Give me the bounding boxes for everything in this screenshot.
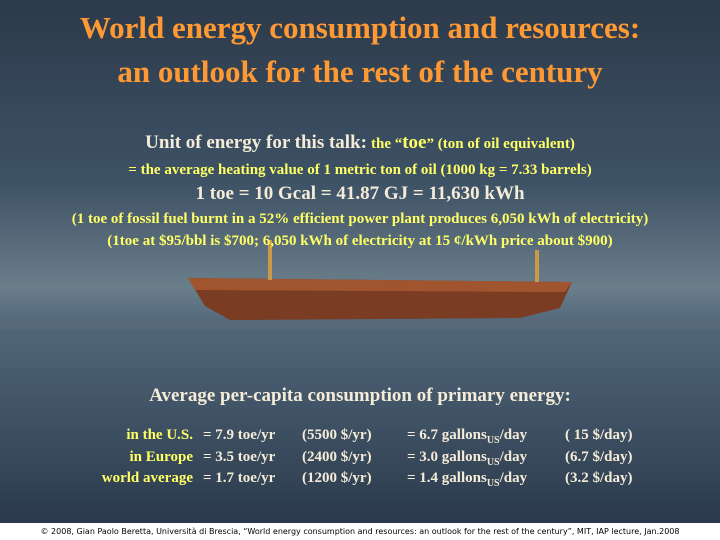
- cost-per-year: (1200 $/yr): [302, 470, 372, 486]
- toe-pre: the “: [370, 136, 403, 152]
- gallons-per-day: = 3.0 gallonsUS/day: [407, 449, 527, 468]
- cost-per-day: (3.2 $/day): [565, 470, 633, 486]
- toe-per-year: = 7.9 toe/yr: [203, 427, 276, 443]
- region: in Europe: [129, 448, 194, 465]
- note: (1 toe of fossil fuel burnt in a 52% eff…: [71, 211, 649, 227]
- toe-word: toe: [402, 132, 427, 153]
- cost-per-day: ( 15 $/day): [565, 427, 633, 443]
- per-day: /day: [499, 470, 528, 486]
- gallons-per-day: = 1.4 gallonsUS/day: [407, 470, 527, 489]
- note: (1toe at $95/bbl is $700; 6,050 kWh of e…: [107, 233, 613, 249]
- cost-per-day: (6.7 $/day): [565, 448, 633, 465]
- unit-sub: US: [486, 456, 500, 468]
- cost-per-year: (2400 $/yr): [302, 448, 372, 465]
- definition: = the average heating value of 1 metric …: [128, 162, 592, 178]
- footer: © 2008, Gian Paolo Beretta, Università d…: [0, 523, 720, 540]
- consumption-heading: Average per-capita consumption of primar…: [149, 385, 571, 406]
- gallons: = 1.4 gallons: [407, 470, 487, 486]
- unit-line: Unit of energy for this talk: the “toe” …: [0, 132, 720, 154]
- title: World energy consumption and resources:: [79, 10, 641, 45]
- per-day: /day: [499, 427, 528, 443]
- title: an outlook for the rest of the century: [117, 54, 603, 89]
- unit-sub: US: [486, 478, 500, 489]
- unit-lead: Unit of energy for this talk:: [145, 132, 367, 153]
- cost-per-year: (5500 $/yr): [302, 427, 372, 443]
- background: [0, 0, 720, 523]
- region: in the U.S.: [126, 427, 193, 443]
- equivalence: 1 toe = 10 Gcal = 41.87 GJ = 11,630 kWh: [195, 183, 525, 204]
- gallons: = 3.0 gallons: [407, 448, 487, 465]
- gallons-per-day: = 6.7 gallonsUS/day: [407, 427, 527, 446]
- unit-sub: US: [486, 435, 500, 446]
- toe-post: ” (ton of oil equivalent): [426, 136, 575, 152]
- per-day: /day: [499, 448, 528, 465]
- region: world average: [101, 470, 193, 486]
- gallons: = 6.7 gallons: [407, 427, 487, 443]
- toe-per-year: = 3.5 toe/yr: [203, 448, 276, 465]
- toe-per-year: = 1.7 toe/yr: [203, 470, 276, 486]
